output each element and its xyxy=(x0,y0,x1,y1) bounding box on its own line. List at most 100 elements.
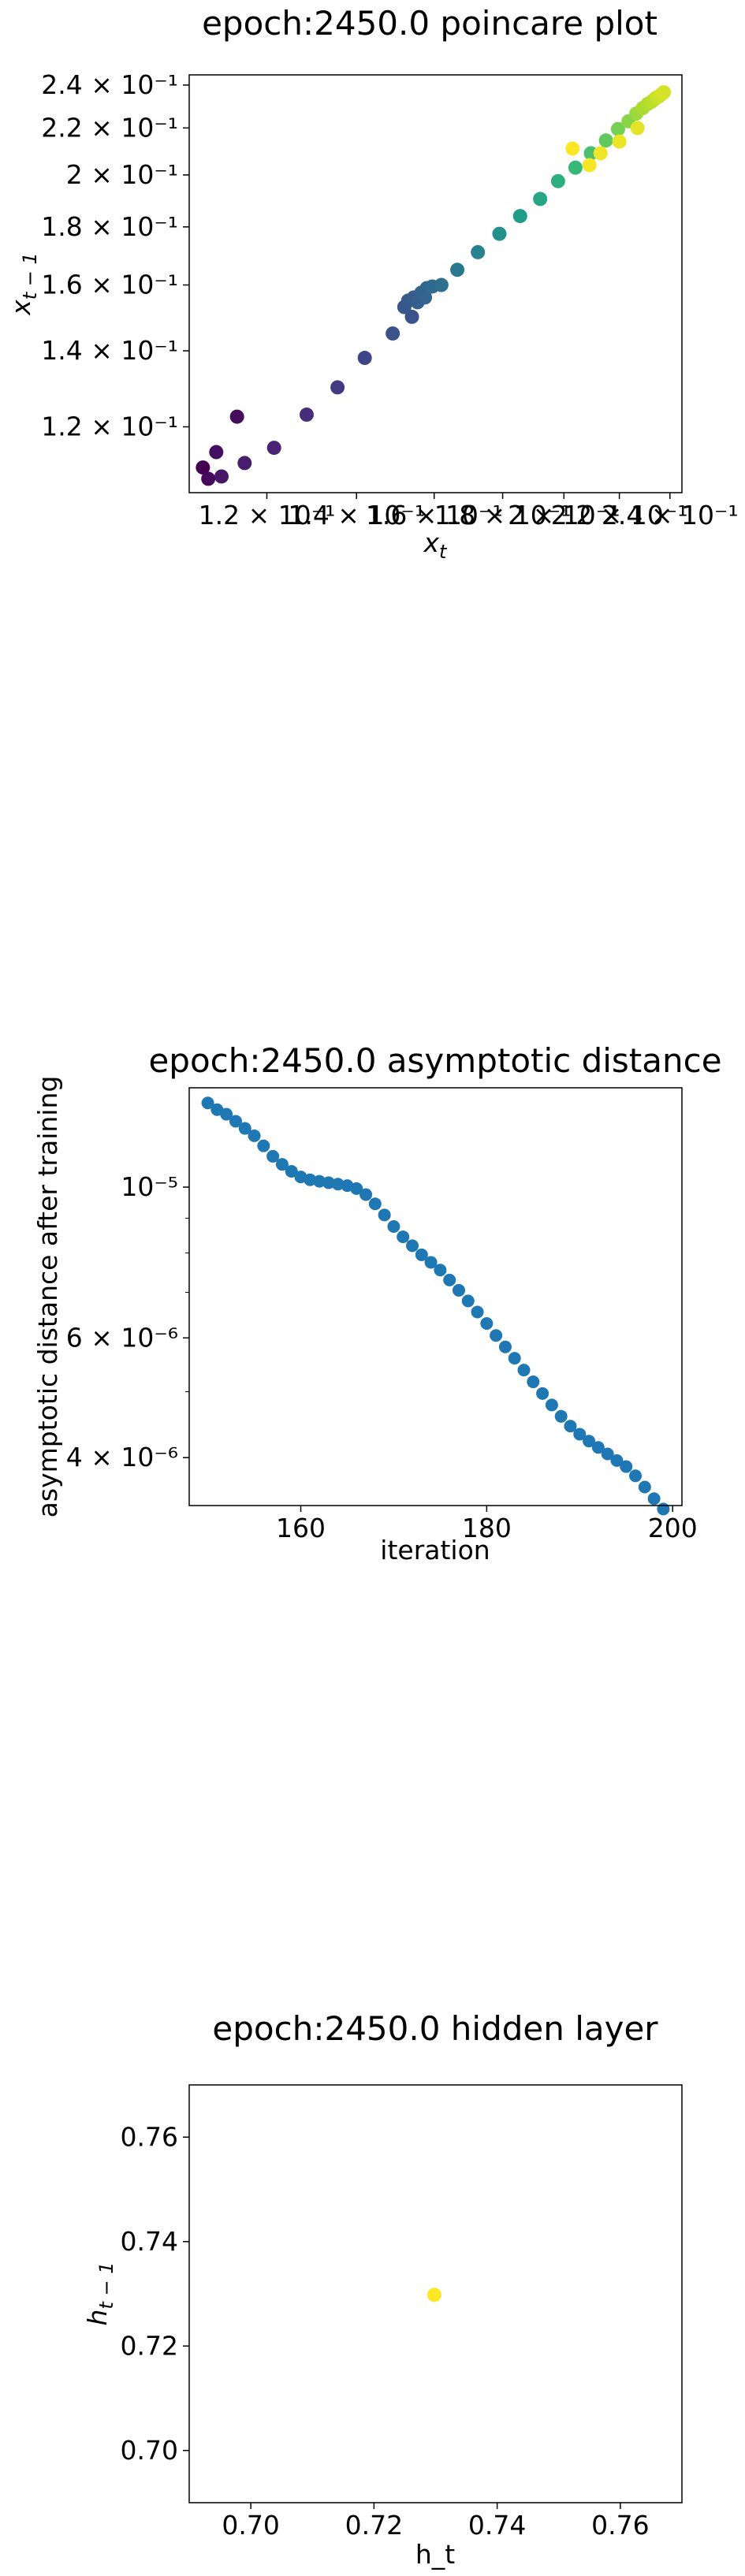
scatter-point xyxy=(565,141,580,156)
scatter-point xyxy=(387,1220,400,1234)
scatter-point xyxy=(378,1208,391,1222)
scatter-point xyxy=(591,1441,605,1454)
y-tick-label: 2 × 10⁻¹ xyxy=(66,159,178,190)
scatter-point xyxy=(461,1294,475,1308)
x-tick-label: 1.4 × 10⁻¹ xyxy=(288,500,425,530)
scatter-point xyxy=(406,1239,419,1253)
y-tick-label: 4 × 10⁻⁶ xyxy=(66,1442,178,1472)
plot-frame xyxy=(188,1087,683,1506)
scatter-point xyxy=(331,1178,345,1191)
scatter-point xyxy=(610,1454,624,1467)
y-tick-label: 1.4 × 10⁻¹ xyxy=(41,335,178,366)
scatter-point xyxy=(196,460,210,475)
x-tick-label: 2 × 10⁻¹ xyxy=(508,500,620,530)
scatter-point xyxy=(424,1256,438,1269)
y-tick-label: 6 × 10⁻⁶ xyxy=(66,1322,178,1353)
x-tick-label: 1.6 × 10⁻¹ xyxy=(366,500,503,530)
scatter-point xyxy=(620,1460,633,1473)
scatter-point xyxy=(490,1329,503,1342)
x-tick-label: 1.2 × 10⁻¹ xyxy=(199,500,336,530)
scatter-point xyxy=(266,441,281,456)
scatter-point xyxy=(229,1115,242,1128)
scatter-point xyxy=(350,1182,363,1195)
scatter-point xyxy=(471,1305,484,1319)
scatter-point xyxy=(450,262,465,277)
y-tick-label: 0.74 xyxy=(121,2226,178,2257)
x-tick-label: 180 xyxy=(462,1513,512,1543)
x-tick-label: 160 xyxy=(276,1513,326,1543)
scatter-point xyxy=(508,1352,521,1365)
scatter-point xyxy=(313,1174,326,1188)
scatter-point xyxy=(248,1129,261,1142)
x-tick-label: 1.8 × 10⁻¹ xyxy=(434,500,572,530)
scatter-point xyxy=(359,1188,373,1201)
y-axis-label: asymptotic distance after training xyxy=(32,1076,63,1518)
y-tick-label: 2.2 × 10⁻¹ xyxy=(41,112,178,143)
scatter-point xyxy=(598,133,613,148)
plot-frame xyxy=(188,2084,683,2503)
scatter-point xyxy=(582,158,597,173)
scatter-point xyxy=(533,192,548,207)
x-axis-label: iteration xyxy=(380,1535,490,1565)
scatter-point xyxy=(209,445,224,460)
chart-title: epoch:2450.0 asymptotic distance xyxy=(148,1041,721,1080)
scatter-point xyxy=(657,85,672,100)
scatter-point xyxy=(610,121,625,136)
asymptotic-distance-chart: epoch:2450.0 asymptotic distance 160 180 2… xyxy=(32,1041,722,1565)
scatter-point xyxy=(512,209,527,224)
scatter-point xyxy=(498,1340,512,1353)
scatter-point xyxy=(564,1420,577,1433)
scatter-point xyxy=(386,326,400,341)
x-tick-label: 2.2 × 10⁻¹ xyxy=(551,500,688,530)
scatter-point xyxy=(404,309,419,324)
scatter-point xyxy=(427,2288,441,2302)
y-tick-label: 1.8 × 10⁻¹ xyxy=(41,211,178,242)
scatter-point xyxy=(630,121,645,136)
scatter-point xyxy=(299,408,314,423)
scatter-point xyxy=(593,146,608,161)
y-tick-label: 0.72 xyxy=(121,2330,178,2361)
y-tick-label: 1.2 × 10⁻¹ xyxy=(41,411,178,441)
scatter-point xyxy=(220,1107,233,1121)
scatter-point xyxy=(583,1435,596,1448)
scatter-point xyxy=(536,1387,549,1400)
scatter-point xyxy=(612,134,627,149)
scatter-point xyxy=(452,1283,465,1297)
scatter-point xyxy=(201,1096,214,1110)
scatter-point xyxy=(357,351,372,366)
y-tick-label: 0.70 xyxy=(121,2435,178,2466)
scatter-point xyxy=(201,471,216,486)
scatter-point xyxy=(237,456,252,471)
y-tick-label: 2.4 × 10⁻¹ xyxy=(41,69,178,100)
scatter-point xyxy=(480,1317,494,1331)
scatter-point xyxy=(397,1230,410,1244)
scatter-point xyxy=(434,1264,447,1277)
scatter-point xyxy=(214,469,229,484)
poincare-plot-chart: epoch:2450.0 poincare plot 1.2 × 10⁻¹1.4… xyxy=(6,4,739,563)
scatter-point xyxy=(434,277,449,292)
y-axis-label: xt − 1 xyxy=(6,252,41,316)
x-tick-label: 0.76 xyxy=(591,2510,649,2541)
scatter-point xyxy=(266,1149,280,1163)
scatter-point xyxy=(229,409,244,424)
scatter-point xyxy=(517,1364,531,1377)
scatter-point xyxy=(471,244,486,259)
x-tick-label: 0.72 xyxy=(345,2510,403,2541)
scatter-point xyxy=(238,1122,251,1135)
scatter-point xyxy=(647,1492,661,1506)
scatter-point xyxy=(638,1480,651,1494)
x-axis-label: xt xyxy=(423,527,449,563)
x-tick-label: 200 xyxy=(648,1513,698,1543)
chart-title: epoch:2450.0 poincare plot xyxy=(202,4,657,43)
scatter-point xyxy=(601,1447,614,1461)
chart-title: epoch:2450.0 hidden layer xyxy=(212,2009,658,2048)
scatter-point xyxy=(285,1164,298,1178)
x-tick-label: 0.74 xyxy=(468,2510,526,2541)
scatter-point xyxy=(550,173,565,188)
scatter-point xyxy=(330,380,345,395)
scatter-point xyxy=(322,1176,335,1189)
scatter-point xyxy=(527,1375,540,1389)
scatter-point xyxy=(443,1273,456,1286)
x-tick-label: 0.70 xyxy=(222,2510,279,2541)
scatter-point xyxy=(573,1428,587,1441)
